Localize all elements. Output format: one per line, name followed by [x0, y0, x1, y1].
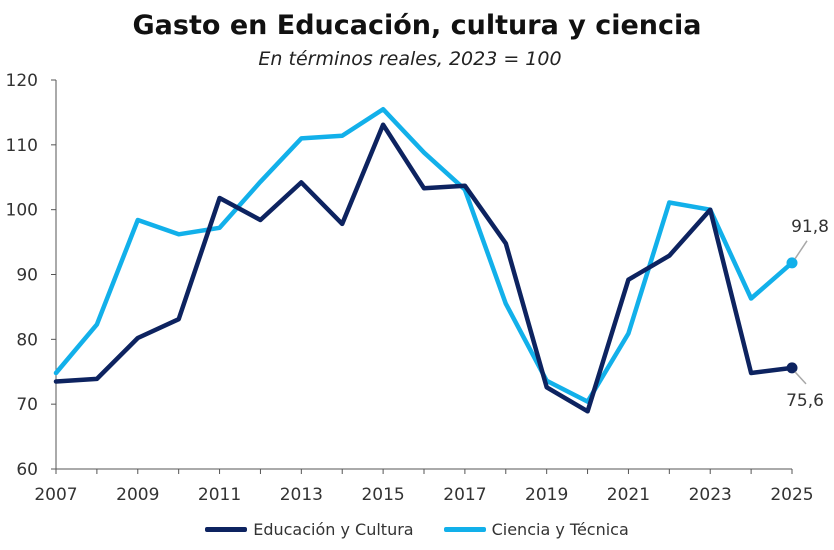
- y-tick-label: 120: [6, 71, 38, 91]
- labels-layer: 91,8 75,6: [786, 217, 829, 411]
- y-tick-label: 60: [16, 460, 38, 480]
- axes: 60 70 80 90 100 110 120 2007 2009 2011 2013 2015 201…: [6, 71, 814, 505]
- legend-swatch-ciencia: [443, 527, 486, 532]
- series-layer: [53, 106, 798, 414]
- end-label-educacion: 75,6: [786, 391, 824, 411]
- legend-label-educacion: Educación y Cultura: [253, 520, 414, 539]
- x-tick-label: 2025: [770, 485, 813, 505]
- y-tick-label: 110: [6, 136, 38, 156]
- leader-line-educacion: [794, 371, 807, 385]
- x-tick-label: 2015: [361, 485, 404, 505]
- legend: Educación y Cultura Ciencia y Técnica: [0, 520, 834, 539]
- y-tick-label: 100: [6, 201, 38, 221]
- y-tick-label: 90: [16, 266, 38, 286]
- leader-line-ciencia: [794, 240, 808, 260]
- x-tick-label: 2007: [34, 485, 77, 505]
- y-tick-label: 70: [16, 395, 38, 415]
- series-line-0: [53, 122, 795, 414]
- legend-item-educacion: Educación y Cultura: [205, 520, 414, 539]
- x-tick-label: 2017: [443, 485, 486, 505]
- legend-swatch-educacion: [205, 527, 248, 532]
- series-end-point-1: [786, 257, 798, 269]
- legend-label-ciencia: Ciencia y Técnica: [491, 520, 629, 539]
- series-line-1: [53, 106, 795, 404]
- y-tick-label: 80: [16, 330, 38, 350]
- x-tick-label: 2013: [280, 485, 323, 505]
- x-tick-label: 2009: [116, 485, 159, 505]
- chart-title: Gasto en Educación, cultura y ciencia: [132, 10, 702, 41]
- chart-subtitle: En términos reales, 2023 = 100: [258, 48, 562, 70]
- x-tick-label: 2021: [607, 485, 650, 505]
- series-end-point-0: [786, 362, 798, 374]
- legend-item-ciencia: Ciencia y Técnica: [443, 520, 629, 539]
- end-label-ciencia: 91,8: [791, 217, 829, 237]
- x-tick-label: 2023: [689, 485, 732, 505]
- x-tick-label: 2019: [525, 485, 568, 505]
- x-tick-label: 2011: [198, 485, 241, 505]
